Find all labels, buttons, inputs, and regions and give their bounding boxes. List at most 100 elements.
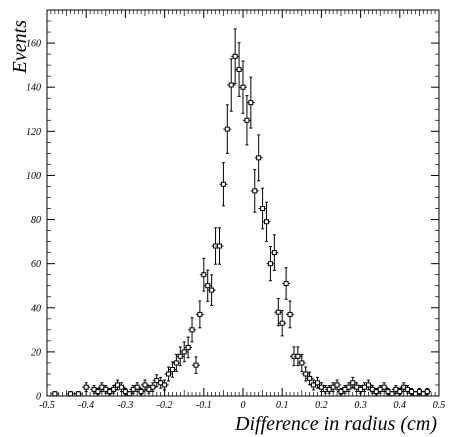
y-tick-label: 0	[36, 392, 41, 403]
marker-square	[126, 391, 132, 397]
data-point	[364, 379, 373, 391]
data-point	[223, 104, 232, 154]
data-point	[148, 382, 157, 393]
marker-square	[260, 206, 266, 212]
marker-square	[99, 384, 105, 390]
marker-square	[346, 384, 352, 390]
data-point	[219, 162, 228, 207]
marker-square	[389, 391, 395, 397]
marker-square	[412, 391, 418, 397]
data-point	[66, 391, 75, 397]
y-axis-tick-labels: 0 20 40 60 80 100 120 140 160	[26, 39, 41, 403]
data-point	[195, 300, 204, 329]
data-point	[278, 310, 287, 337]
data-point	[227, 58, 236, 112]
data-point	[176, 346, 185, 367]
marker-square	[287, 311, 293, 317]
marker-square	[220, 181, 226, 187]
data-point	[180, 341, 189, 363]
marker-square	[365, 382, 371, 388]
marker-square	[393, 386, 399, 392]
data-point	[50, 391, 59, 397]
marker-square	[416, 389, 422, 395]
x-tick-label: 0.3	[354, 400, 367, 411]
marker-square	[303, 371, 309, 377]
marker-square	[52, 391, 58, 397]
data-point	[215, 227, 224, 265]
marker-square	[150, 384, 156, 390]
marker-square	[377, 386, 383, 392]
marker-square	[279, 320, 285, 326]
x-tick-label: -0.2	[157, 400, 173, 411]
data-point	[242, 95, 251, 146]
marker-square	[369, 386, 375, 392]
x-tick-label: 0.1	[276, 400, 289, 411]
marker-square	[401, 384, 407, 390]
data-point	[286, 300, 295, 329]
data-point	[239, 60, 247, 114]
data-point	[160, 379, 169, 391]
marker-square	[409, 389, 415, 395]
marker-square	[201, 272, 207, 278]
marker-square	[244, 117, 250, 123]
data-point	[395, 387, 404, 396]
marker-square	[185, 344, 191, 350]
data-points	[50, 28, 432, 397]
marker-square	[354, 384, 360, 390]
marker-square	[197, 311, 203, 317]
data-point	[270, 234, 279, 271]
marker-square	[166, 371, 172, 377]
marker-square	[181, 349, 187, 355]
data-point	[274, 298, 283, 327]
data-point	[246, 76, 255, 129]
marker-square	[252, 188, 258, 194]
data-point	[387, 391, 396, 397]
data-point	[141, 379, 149, 391]
x-tick-label: -0.4	[78, 400, 94, 411]
marker-square	[138, 389, 144, 395]
data-point	[82, 382, 91, 393]
data-point	[109, 385, 118, 394]
marker-square	[216, 243, 222, 249]
x-tick-label: 0.5	[433, 400, 446, 411]
marker-square	[424, 389, 430, 395]
marker-square	[173, 360, 179, 366]
y-tick-label: 140	[26, 83, 41, 94]
marker-square	[342, 386, 348, 392]
marker-square	[264, 219, 270, 225]
data-point	[125, 391, 134, 397]
data-point	[207, 274, 216, 306]
marker-square	[115, 382, 121, 388]
x-tick-label: 0	[241, 400, 246, 411]
marker-square	[248, 100, 254, 106]
marker-square	[295, 353, 301, 359]
marker-square	[326, 386, 332, 392]
marker-square	[307, 375, 313, 381]
x-tick-label: -0.1	[196, 400, 212, 411]
marker-square	[158, 380, 164, 386]
data-point	[184, 336, 193, 359]
y-tick-label: 80	[31, 215, 41, 226]
marker-square	[146, 386, 152, 392]
data-point	[282, 267, 291, 300]
data-point	[423, 387, 432, 396]
data-point	[262, 201, 271, 242]
marker-square	[405, 386, 411, 392]
x-tick-label: -0.5	[39, 400, 55, 411]
marker-square	[299, 360, 305, 366]
y-tick-label: 40	[31, 303, 41, 314]
y-tick-label: 20	[31, 347, 41, 358]
marker-square	[134, 384, 140, 390]
data-point	[188, 317, 197, 343]
marker-square	[83, 384, 89, 390]
data-point	[191, 356, 200, 374]
data-point	[203, 269, 212, 302]
data-point	[164, 366, 173, 382]
marker-square	[107, 389, 113, 395]
marker-square	[338, 389, 344, 395]
data-point	[172, 353, 181, 372]
y-tick-label: 120	[26, 127, 41, 138]
marker-square	[228, 82, 234, 88]
marker-square	[271, 250, 277, 256]
